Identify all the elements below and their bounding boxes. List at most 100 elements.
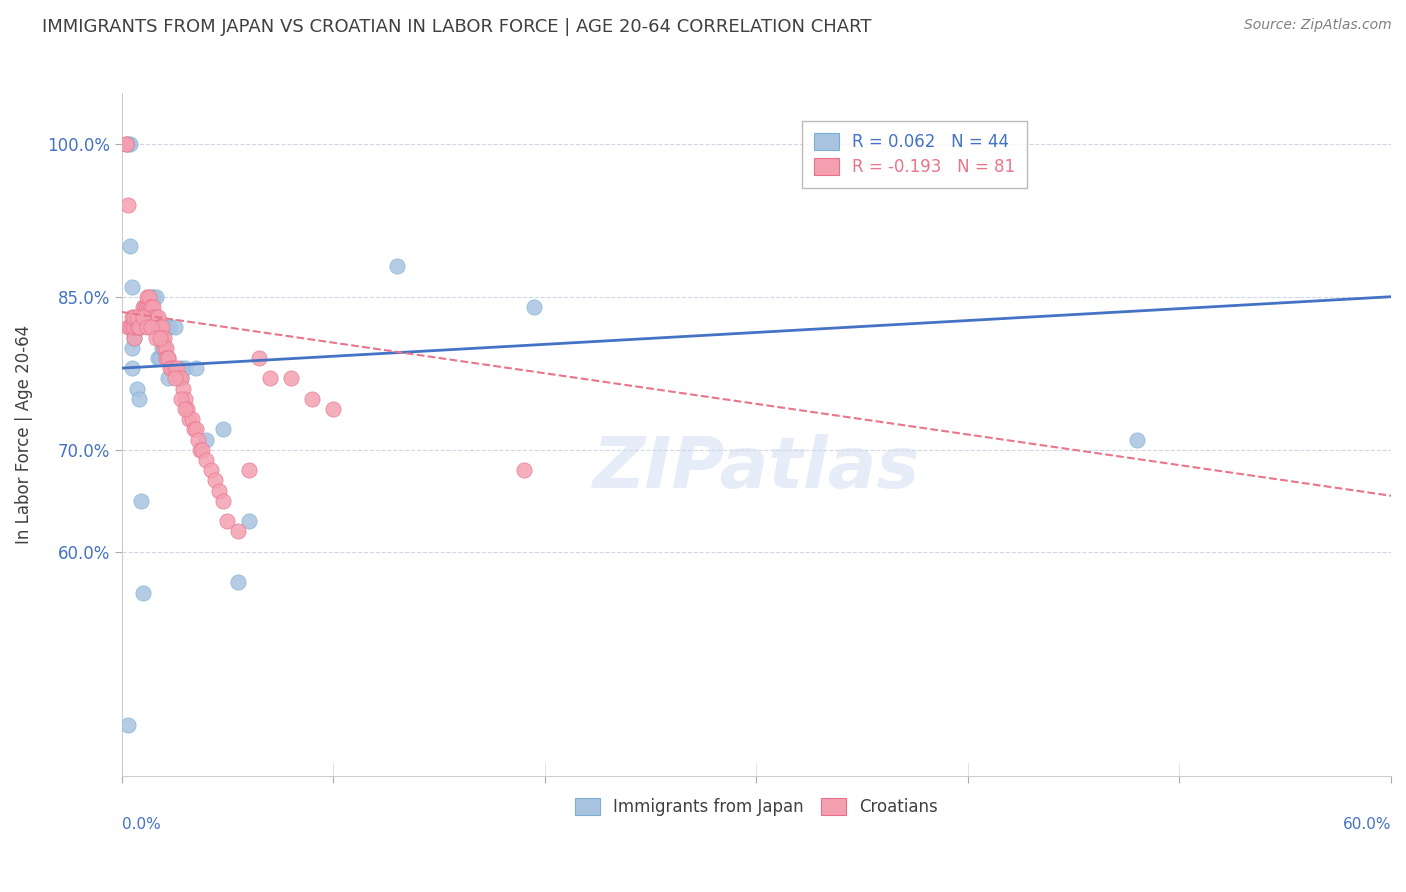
Point — [132, 585, 155, 599]
Point — [180, 412, 202, 426]
Point — [146, 320, 169, 334]
Point — [141, 300, 163, 314]
Point — [155, 341, 177, 355]
Point — [176, 402, 198, 417]
Point — [301, 392, 323, 406]
Point — [117, 320, 139, 334]
Point — [159, 361, 181, 376]
Point — [125, 310, 148, 325]
Point — [188, 442, 211, 457]
Point — [132, 310, 155, 325]
Point — [195, 453, 218, 467]
Point — [155, 320, 177, 334]
Text: 0.0%: 0.0% — [122, 817, 160, 832]
Point — [162, 361, 184, 376]
Point — [322, 402, 344, 417]
Point — [145, 290, 167, 304]
Text: IMMIGRANTS FROM JAPAN VS CROATIAN IN LABOR FORCE | AGE 20-64 CORRELATION CHART: IMMIGRANTS FROM JAPAN VS CROATIAN IN LAB… — [42, 18, 872, 36]
Legend: Immigrants from Japan, Croatians: Immigrants from Japan, Croatians — [568, 791, 945, 822]
Point — [134, 300, 156, 314]
Point — [183, 422, 205, 436]
Point — [163, 371, 186, 385]
Point — [138, 300, 160, 314]
Point — [170, 371, 193, 385]
Point — [125, 320, 148, 334]
Point — [153, 341, 176, 355]
Point — [170, 361, 193, 376]
Point — [141, 300, 163, 314]
Point — [134, 310, 156, 325]
Point — [134, 300, 156, 314]
Point — [120, 238, 142, 252]
Point — [172, 382, 194, 396]
Point — [155, 351, 177, 365]
Point — [117, 198, 139, 212]
Point — [149, 330, 172, 344]
Point — [124, 320, 146, 334]
Point — [124, 330, 146, 344]
Point — [226, 575, 249, 590]
Point — [184, 361, 207, 376]
Point — [1126, 433, 1149, 447]
Point — [136, 320, 159, 334]
Point — [141, 290, 163, 304]
Point — [132, 310, 155, 325]
Point — [174, 361, 197, 376]
Point — [136, 300, 159, 314]
Point — [124, 310, 146, 325]
Point — [159, 320, 181, 334]
Point — [120, 320, 142, 334]
Point — [129, 310, 152, 325]
Point — [174, 402, 197, 417]
Point — [117, 136, 139, 151]
Point — [208, 483, 231, 498]
Point — [141, 300, 163, 314]
Point — [145, 310, 167, 325]
Point — [121, 310, 143, 325]
Point — [150, 330, 173, 344]
Point — [142, 310, 165, 325]
Point — [238, 514, 260, 528]
Point — [115, 136, 138, 151]
Point — [146, 310, 169, 325]
Point — [512, 463, 534, 477]
Point — [149, 351, 172, 365]
Point — [129, 493, 152, 508]
Point — [141, 320, 163, 334]
Point — [157, 351, 180, 365]
Point — [167, 371, 190, 385]
Text: 60.0%: 60.0% — [1343, 817, 1391, 832]
Point — [146, 351, 169, 365]
Point — [187, 433, 209, 447]
Point — [157, 351, 180, 365]
Point — [385, 259, 408, 273]
Point — [128, 320, 150, 334]
Point — [128, 310, 150, 325]
Point — [523, 300, 546, 314]
Point — [191, 442, 214, 457]
Point — [163, 320, 186, 334]
Point — [129, 310, 152, 325]
Point — [217, 514, 239, 528]
Point — [138, 300, 160, 314]
Point — [212, 422, 235, 436]
Point — [138, 290, 160, 304]
Point — [128, 320, 150, 334]
Point — [117, 718, 139, 732]
Text: ZIPatlas: ZIPatlas — [593, 434, 920, 503]
Y-axis label: In Labor Force | Age 20-64: In Labor Force | Age 20-64 — [15, 325, 32, 544]
Point — [200, 463, 222, 477]
Point — [132, 310, 155, 325]
Point — [153, 330, 176, 344]
Point — [142, 300, 165, 314]
Point — [174, 392, 197, 406]
Point — [115, 136, 138, 151]
Point — [238, 463, 260, 477]
Point — [128, 320, 150, 334]
Point — [128, 392, 150, 406]
Point — [125, 382, 148, 396]
Point — [259, 371, 281, 385]
Point — [125, 320, 148, 334]
Point — [195, 433, 218, 447]
Point — [153, 341, 176, 355]
